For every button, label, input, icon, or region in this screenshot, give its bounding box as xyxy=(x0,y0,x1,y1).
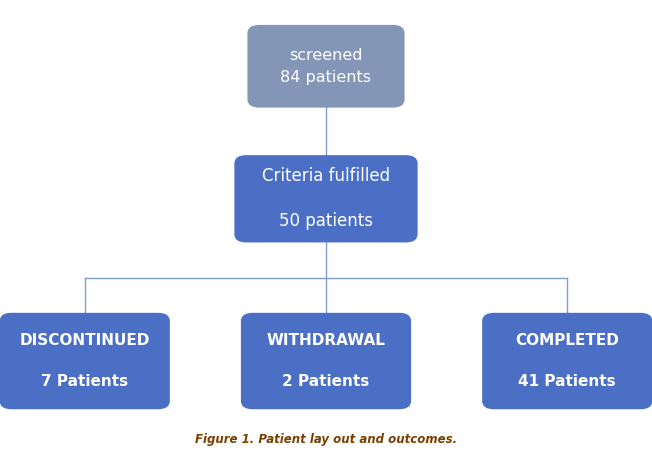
Text: screened: screened xyxy=(289,48,363,63)
Text: DISCONTINUED: DISCONTINUED xyxy=(20,333,150,348)
FancyBboxPatch shape xyxy=(0,313,170,409)
Text: 84 patients: 84 patients xyxy=(280,69,372,85)
Text: COMPLETED: COMPLETED xyxy=(515,333,619,348)
FancyBboxPatch shape xyxy=(482,313,652,409)
FancyBboxPatch shape xyxy=(241,313,411,409)
Text: 2 Patients: 2 Patients xyxy=(282,374,370,389)
FancyBboxPatch shape xyxy=(235,155,417,243)
Text: 41 Patients: 41 Patients xyxy=(518,374,616,389)
Text: Figure 1. Patient lay out and outcomes.: Figure 1. Patient lay out and outcomes. xyxy=(195,433,457,446)
Text: 50 patients: 50 patients xyxy=(279,213,373,230)
Text: WITHDRAWAL: WITHDRAWAL xyxy=(267,333,385,348)
FancyBboxPatch shape xyxy=(248,25,404,108)
Text: 7 Patients: 7 Patients xyxy=(41,374,128,389)
Text: Criteria fulfilled: Criteria fulfilled xyxy=(262,167,390,185)
